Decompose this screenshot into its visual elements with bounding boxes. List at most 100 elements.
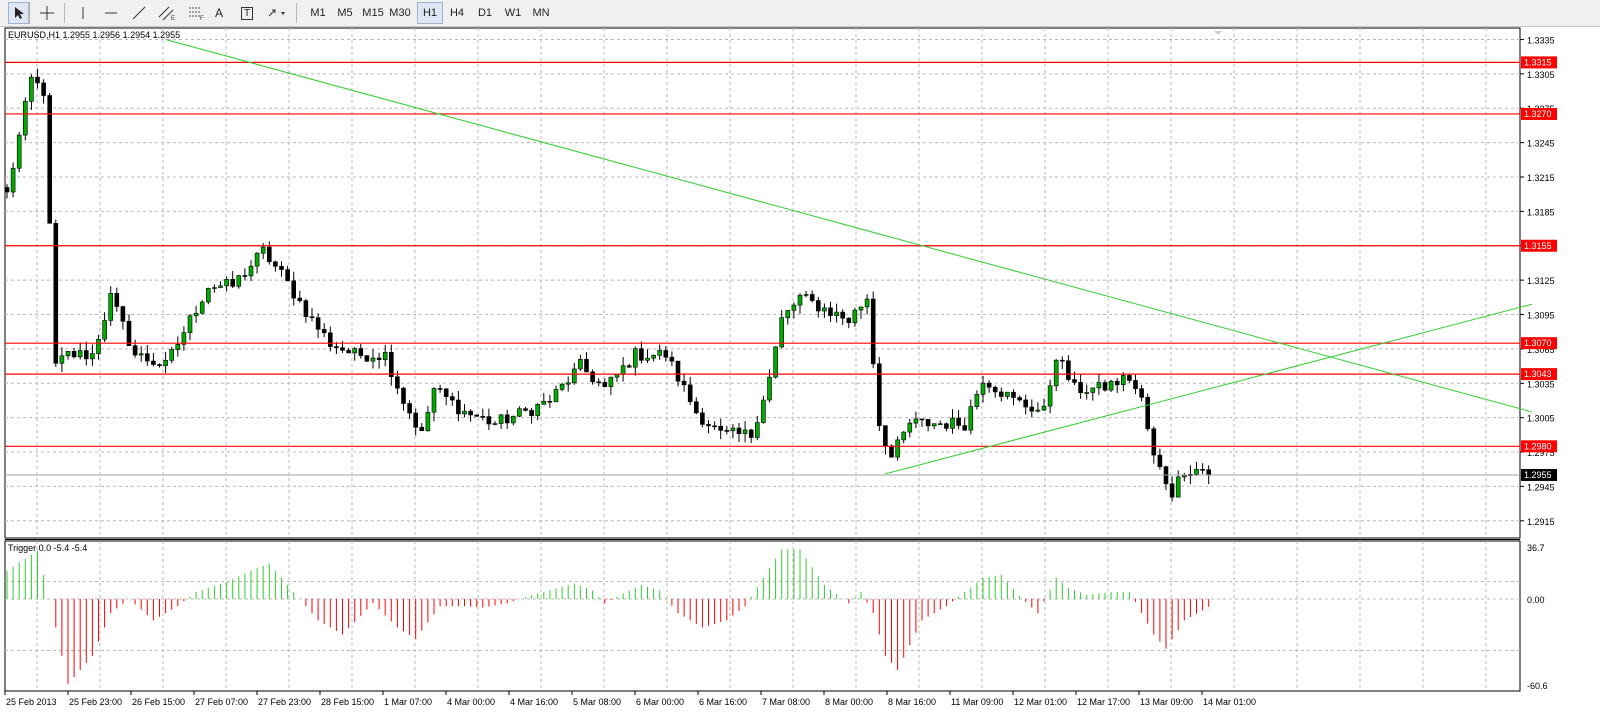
price-axis-label: 1.3245 bbox=[1527, 139, 1555, 149]
candle-body bbox=[968, 406, 974, 431]
level-price-tag bbox=[1521, 440, 1557, 453]
candle-body bbox=[199, 301, 205, 314]
chart-toolbar: E F A T M1 M5 M15 M30 H1 H4 D1 W1 MN bbox=[0, 0, 1600, 27]
candle-body bbox=[151, 360, 156, 365]
toolbar-separator bbox=[28, 3, 29, 23]
trendline-tool-button[interactable] bbox=[128, 2, 150, 24]
candle-body bbox=[840, 311, 846, 319]
text-tool-button[interactable]: A bbox=[208, 2, 230, 24]
candle-body bbox=[565, 382, 571, 385]
time-axis-label: 13 Mar 09:00 bbox=[1140, 697, 1193, 707]
timeframe-h4-button[interactable]: H4 bbox=[449, 7, 465, 19]
candle-body bbox=[828, 307, 833, 316]
candle-body bbox=[1090, 387, 1096, 393]
candle-body bbox=[77, 350, 83, 358]
crosshair-tool-button[interactable] bbox=[36, 2, 58, 24]
candle-body bbox=[980, 382, 986, 395]
candle-body bbox=[578, 358, 583, 370]
candle-body bbox=[608, 376, 614, 387]
cursor-tool-button[interactable] bbox=[8, 2, 30, 24]
candle-body bbox=[437, 388, 443, 390]
candle-body bbox=[730, 427, 736, 432]
level-price-label: 1.3043 bbox=[1524, 369, 1552, 379]
time-axis-label: 6 Mar 00:00 bbox=[636, 697, 684, 707]
timeframe-m5-button[interactable]: M5 bbox=[337, 7, 353, 19]
candle-body bbox=[510, 415, 516, 424]
candle-body bbox=[29, 76, 34, 102]
level-price-label: 1.3155 bbox=[1524, 241, 1552, 251]
candle-body bbox=[102, 320, 107, 340]
candle-body bbox=[22, 101, 28, 136]
candle-body bbox=[1047, 385, 1053, 407]
candle-body bbox=[998, 391, 1004, 397]
main-chart-title: EURUSD,H1 1.2955 1.2956 1.2954 1.2955 bbox=[8, 30, 180, 40]
candle-body bbox=[651, 354, 656, 359]
text-icon: A bbox=[214, 6, 223, 20]
candle-body bbox=[273, 261, 278, 267]
candle-body bbox=[962, 425, 968, 431]
text-label-icon: T bbox=[240, 6, 254, 20]
candle-body bbox=[895, 439, 900, 458]
candle-body bbox=[883, 425, 888, 447]
current-price-tag bbox=[1521, 468, 1557, 481]
arrows-dropdown-tool-button[interactable] bbox=[264, 2, 290, 24]
candle-body bbox=[96, 338, 101, 354]
oscillator-title: Trigger 0.0 -5.4 -5.4 bbox=[8, 543, 87, 553]
price-axis-label: 1.2975 bbox=[1527, 448, 1555, 458]
timeframe-h1-button[interactable]: H1 bbox=[417, 2, 443, 24]
timeframe-mn-button[interactable]: MN bbox=[532, 7, 550, 19]
candle-body bbox=[224, 279, 229, 287]
level-price-label: 1.3070 bbox=[1524, 338, 1552, 348]
candle-body bbox=[242, 275, 248, 277]
candle-body bbox=[340, 347, 345, 351]
horizontal-line-tool-button[interactable] bbox=[100, 2, 122, 24]
candle-body bbox=[388, 352, 394, 378]
candle-body bbox=[858, 306, 864, 311]
candle-body bbox=[230, 279, 235, 287]
candle-body bbox=[1133, 380, 1138, 389]
vertical-line-tool-button[interactable] bbox=[72, 2, 94, 24]
equidistant-channel-tool-button[interactable]: E bbox=[156, 2, 178, 24]
svg-text:F: F bbox=[200, 16, 204, 21]
oscillator-pane-frame bbox=[4, 540, 1521, 692]
oscillator-axis-label: 0.00 bbox=[1527, 595, 1545, 605]
timeframe-w1-button[interactable]: W1 bbox=[504, 7, 522, 19]
candle-body bbox=[291, 280, 297, 299]
candle-body bbox=[1169, 483, 1175, 498]
timeframe-m30-button[interactable]: M30 bbox=[389, 7, 411, 19]
price-chart[interactable]: 1.33351.33051.32751.32451.32151.31851.31… bbox=[0, 27, 1600, 728]
candle-body bbox=[590, 371, 595, 383]
candle-body bbox=[480, 416, 486, 418]
candle-body bbox=[541, 400, 547, 405]
fibonacci-retracement-tool-button[interactable]: F bbox=[185, 2, 207, 24]
candle-body bbox=[773, 346, 778, 378]
candle-body bbox=[1005, 391, 1010, 397]
candle-body bbox=[35, 76, 40, 84]
price-axis-label: 1.2915 bbox=[1527, 517, 1555, 527]
candle-body bbox=[358, 348, 364, 356]
candle-body bbox=[126, 320, 132, 346]
candle-body bbox=[321, 328, 327, 334]
timeframe-m15-button[interactable]: M15 bbox=[362, 7, 384, 19]
candle-body bbox=[809, 294, 815, 301]
candle-body bbox=[742, 429, 748, 434]
candle-body bbox=[486, 416, 492, 425]
candle-body bbox=[145, 353, 150, 362]
candle-body bbox=[236, 275, 242, 287]
timeframe-m1-button[interactable]: M1 bbox=[310, 7, 326, 19]
candle-body bbox=[175, 343, 181, 350]
candle-body bbox=[1206, 469, 1211, 476]
timeframe-d1-button[interactable]: D1 bbox=[477, 7, 493, 19]
candle-body bbox=[382, 352, 388, 360]
price-axis-label: 1.2945 bbox=[1527, 482, 1555, 492]
candle-body bbox=[889, 445, 894, 458]
candle-body bbox=[1182, 475, 1187, 478]
candle-body bbox=[596, 381, 602, 384]
text-label-tool-button[interactable]: T bbox=[236, 2, 258, 24]
candle-body bbox=[376, 357, 382, 360]
candle-body bbox=[986, 382, 992, 388]
candle-body bbox=[370, 357, 376, 362]
candle-body bbox=[645, 357, 650, 361]
candle-body bbox=[1108, 380, 1114, 391]
candle-body bbox=[449, 396, 455, 401]
